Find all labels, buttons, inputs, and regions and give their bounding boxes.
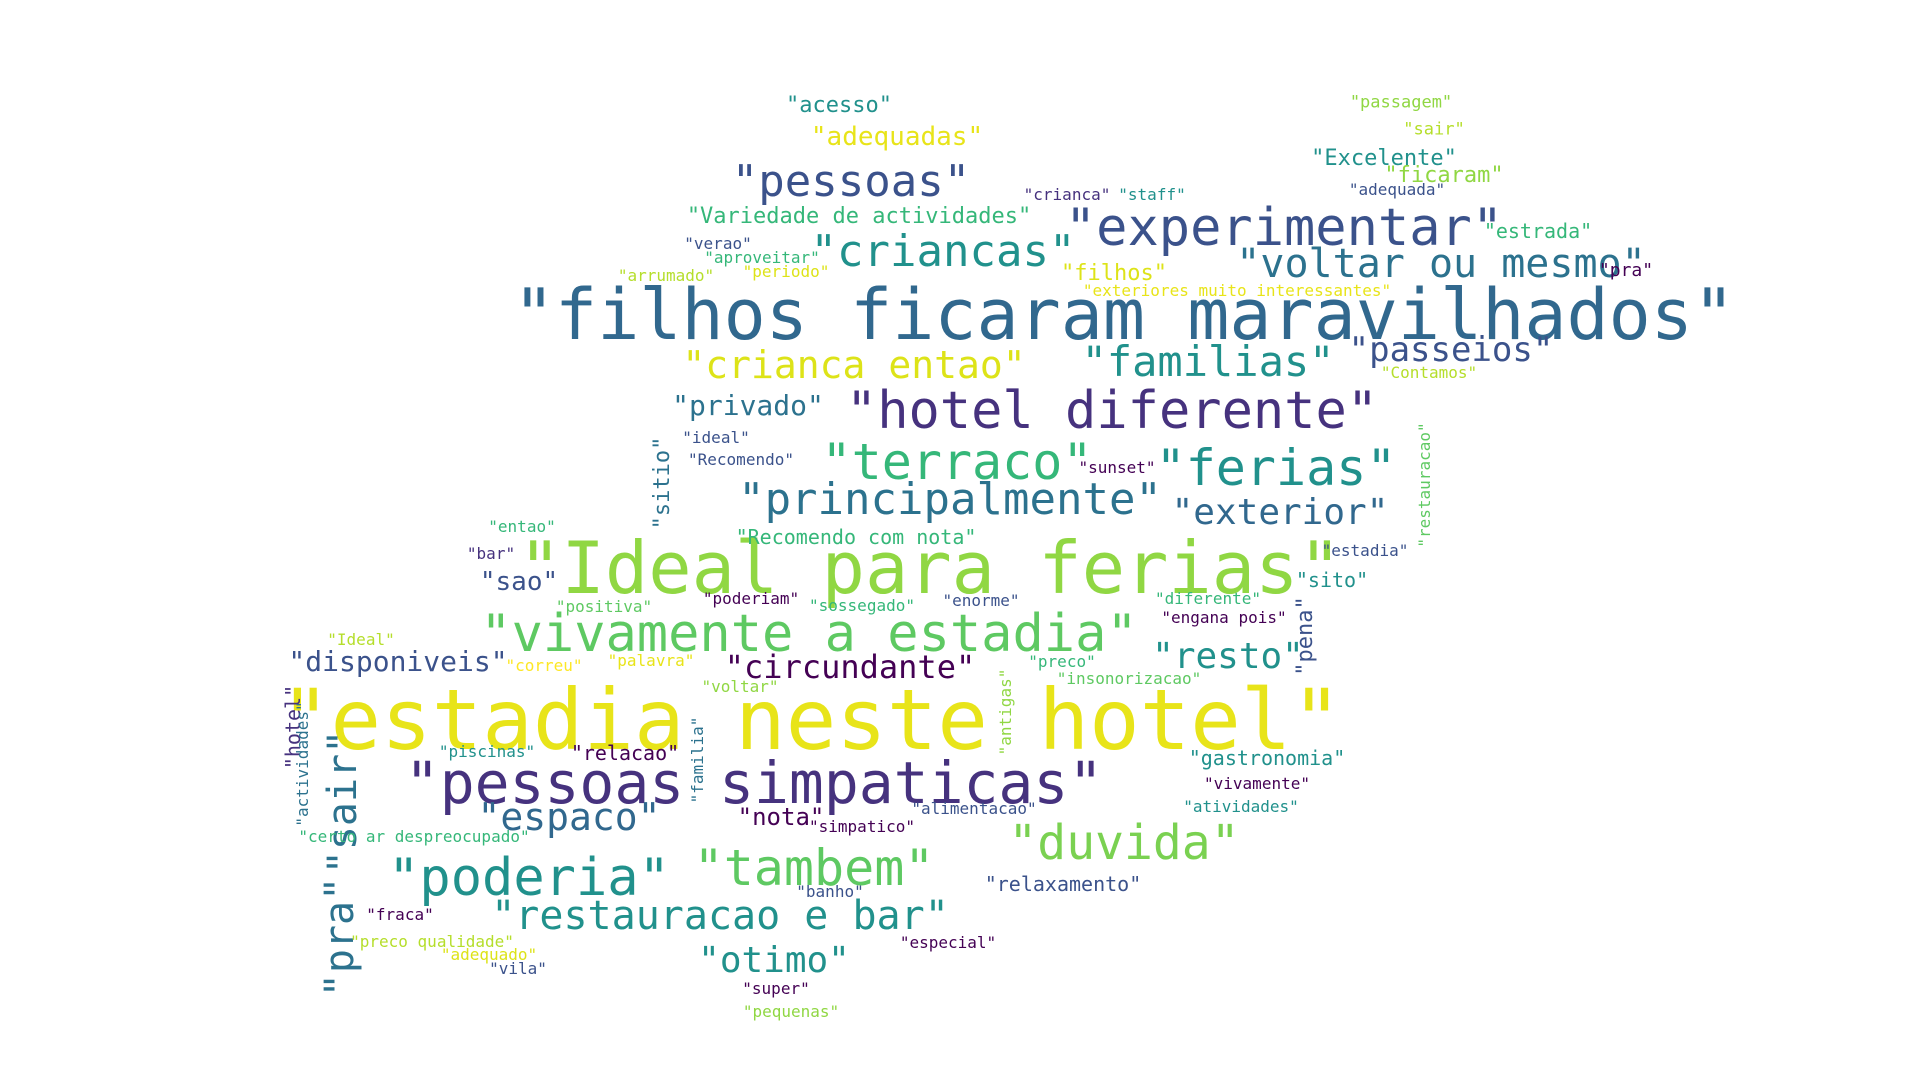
word-principalmente: "principalmente"	[738, 474, 1162, 525]
word-pequenas: "pequenas"	[742, 1002, 840, 1021]
word-otimo: "otimo"	[698, 940, 850, 981]
word-estrada: "estrada"	[1483, 219, 1593, 243]
word-estadia-neste-hotel: "estadia neste hotel"	[279, 671, 1343, 769]
word-estadia: "estadia"	[1321, 541, 1409, 560]
word-voltar-ou-mesmo: "voltar ou mesmo"	[1236, 241, 1646, 287]
word-recomendo: "Recomendo"	[688, 450, 794, 469]
word-alimentacao: "alimentacao"	[911, 799, 1037, 818]
word-adequada: "adequada"	[1348, 180, 1446, 199]
word-privado: "privado"	[672, 389, 824, 422]
word-bar: "bar"	[466, 544, 516, 563]
word-relaxamento: "relaxamento"	[984, 872, 1142, 896]
word-entao: "entao"	[488, 517, 556, 536]
word-especial: "especial"	[899, 933, 997, 952]
word-poderiam: "poderiam"	[702, 589, 800, 608]
word-restauracao: "restauracao"	[1415, 422, 1434, 548]
word-familias: "familias"	[1081, 337, 1335, 386]
word-fraca: "fraca"	[366, 905, 434, 924]
word-ideal-para-ferias: "Ideal para ferias"	[518, 526, 1342, 610]
word-terraco: "terraco"	[821, 433, 1093, 491]
word-circundante: "circundante"	[724, 648, 976, 686]
word-super: "super"	[742, 979, 810, 998]
word-diferente: "diferente"	[1155, 589, 1261, 608]
word-crianca: "crianca"	[1023, 185, 1111, 204]
word-passagem: "passagem"	[1349, 92, 1453, 113]
word-banho: "banho"	[796, 882, 864, 901]
word-correu: "correu"	[505, 656, 583, 675]
word-pessoas: "pessoas"	[731, 156, 971, 207]
word-sao: "sao"	[479, 567, 559, 597]
word-ideal-lower: "ideal"	[682, 428, 750, 447]
word-relacao: "relacao"	[570, 741, 680, 765]
word-aproveitar: "aproveitar"	[704, 248, 820, 267]
word-positiva: "positiva"	[555, 597, 653, 616]
word-vivamente: "vivamente"	[1204, 774, 1310, 793]
word-contamos: "Contamos"	[1380, 363, 1478, 382]
word-arrumado: "arrumado"	[617, 266, 715, 285]
word-hotel-diferente: "hotel diferente"	[845, 381, 1379, 441]
word-pra: "pra"	[1598, 260, 1654, 281]
word-preco: "preco"	[1028, 652, 1096, 671]
word-enorme: "enorme"	[942, 591, 1020, 610]
word-atividades: "atividades"	[1183, 797, 1299, 816]
word-experimentar: "experimentar"	[1064, 198, 1504, 258]
word-preco-qualidade: "preco qualidade"	[350, 932, 514, 951]
word-engana-pois: "engana pois"	[1161, 608, 1287, 627]
word-ferias: "ferias"	[1155, 439, 1397, 497]
word-recomendo-com-nota: "Recomendo com nota"	[735, 525, 977, 549]
word-ideal-upper: "Ideal"	[327, 630, 395, 649]
word-restauracao-e-bar: "restauracao e bar"	[491, 893, 949, 939]
word-palavra: "palavra"	[607, 651, 695, 670]
word-vila: "vila"	[489, 959, 547, 978]
word-sair: "sair"	[1403, 119, 1465, 140]
word-verao: "verao"	[684, 234, 752, 253]
word-actividades: "actividades"	[293, 701, 312, 827]
word-voltar: "voltar"	[701, 677, 779, 696]
word-sito: "sito"	[1295, 568, 1369, 592]
word-duvida: "duvida"	[1008, 815, 1240, 871]
word-excelente: "Excelente"	[1311, 146, 1457, 171]
word-acesso: "acesso"	[786, 93, 892, 118]
word-sitio: "sitio"	[650, 436, 675, 530]
word-crianca-entao: "crianca entao"	[682, 343, 1026, 387]
word-sunset: "sunset"	[1078, 458, 1156, 477]
word-exteriores-muito-interessantes: "exteriores muito interessantes"	[1082, 281, 1392, 300]
word-staff: "staff"	[1118, 185, 1186, 204]
word-familia: "familia"	[688, 716, 707, 804]
word-tambem: "tambem"	[693, 839, 935, 897]
word-sair-vertical: "sair"	[320, 729, 366, 875]
word-adequado: "adequado"	[440, 945, 538, 964]
word-periodo: "periodo"	[742, 262, 830, 281]
word-nota: "nota"	[737, 803, 825, 831]
word-passeios: "passeios"	[1348, 330, 1554, 370]
word-vivamente-a-estadia: "vivamente a estadia"	[480, 604, 1138, 664]
word-filhos: "filhos"	[1061, 261, 1167, 286]
word-simpatico: "simpatico"	[809, 817, 915, 836]
word-poderia: "poderia"	[388, 848, 670, 908]
word-insonorizacao: "insonorizacao"	[1056, 669, 1202, 688]
word-filhos-ficaram-maravilhados: "filhos ficaram maravilhados"	[512, 274, 1736, 356]
word-espaco: "espaco"	[477, 795, 661, 839]
word-piscinas: "piscinas"	[438, 742, 536, 761]
word-gastronomia: "gastronomia"	[1188, 746, 1346, 770]
word-antigas: "antigas"	[996, 668, 1015, 756]
word-pessoas-simpaticas: "pessoas simpaticas"	[404, 749, 1104, 817]
word-exterior: "exterior"	[1171, 492, 1389, 533]
word-criancas: "criancas"	[810, 226, 1076, 277]
word-disponiveis: "disponiveis"	[288, 645, 508, 678]
word-adequadas: "adequadas"	[810, 122, 984, 152]
word-pena: "pena"	[1293, 596, 1318, 676]
word-sossegado: "sossegado"	[809, 596, 915, 615]
word-certo-ar-despreocupado: "certo ar despreocupado"	[298, 827, 530, 846]
word-resto: "resto"	[1152, 636, 1304, 677]
word-variedade-de-actividades: "Variedade de actividades"	[686, 204, 1032, 229]
word-ficaram: "ficaram"	[1384, 163, 1504, 188]
